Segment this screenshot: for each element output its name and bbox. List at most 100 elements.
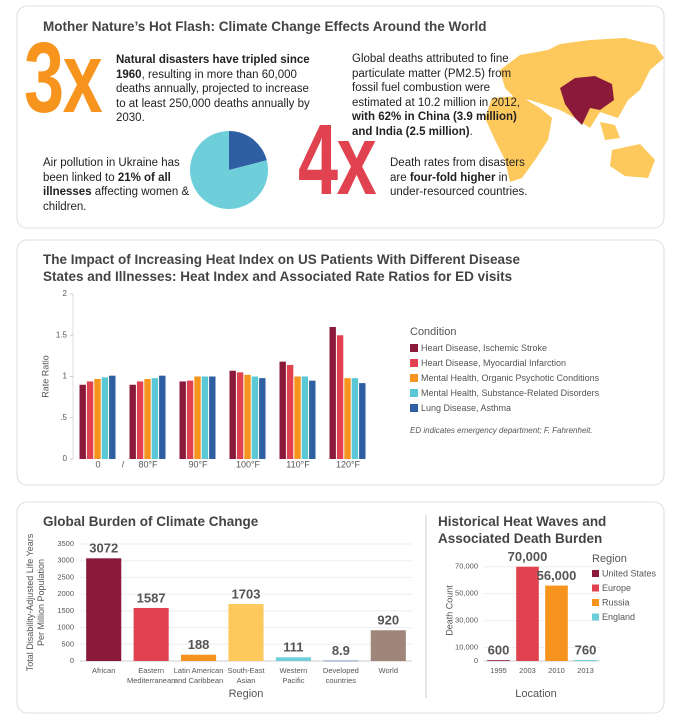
x-tick-label: 80°F — [138, 459, 158, 469]
data-label: 8.9 — [332, 643, 350, 658]
y-tick-label: 2 — [63, 289, 68, 298]
x-tick-label: Asian — [237, 676, 256, 685]
bar — [79, 384, 86, 459]
stat-text: Air pollution in Ukraine has been linked… — [43, 156, 208, 214]
bar — [144, 378, 151, 459]
note: ED indicates emergency department; F, Fa… — [410, 426, 593, 435]
bar — [109, 375, 116, 459]
y-tick-label: 3000 — [57, 556, 74, 565]
data-label: 111 — [283, 640, 303, 655]
stat-text: Death rates from disasters are four-fold… — [390, 156, 540, 200]
bar — [251, 376, 259, 459]
legend-swatch — [592, 599, 599, 606]
x-tick-label: Mediterranean — [127, 676, 175, 685]
bar — [275, 657, 311, 661]
x-tick-label: Developed — [323, 666, 359, 675]
x-tick-label: 1995 — [490, 666, 507, 675]
bar — [94, 378, 101, 459]
y-axis-label: Rate Ratio — [40, 355, 50, 398]
data-label: 3072 — [89, 541, 118, 556]
text-run: . — [469, 125, 473, 138]
data-label: 920 — [377, 613, 399, 628]
text-run: Natural disasters have tripled since 196… — [116, 54, 310, 81]
data-label: 56,000 — [537, 568, 577, 583]
legend-swatch — [592, 570, 599, 577]
big-number: 4x — [298, 104, 377, 216]
x-tick-label: Eastern — [138, 666, 164, 675]
stat-text: Global deaths attributed to fine particu… — [352, 52, 530, 139]
legend-swatch — [410, 389, 418, 397]
text-run: with 62% in China (3.9 million) and Indi… — [352, 111, 517, 138]
x-tick-label: 110°F — [286, 459, 310, 469]
data-label: 188 — [188, 637, 210, 652]
x-tick-label: Latin American — [174, 666, 224, 675]
y-tick-label: 2000 — [57, 589, 74, 598]
map-australia — [610, 144, 655, 178]
x-tick-label: and Caribbean — [174, 676, 223, 685]
x-tick-label: South-East — [227, 666, 265, 675]
bar — [186, 380, 194, 459]
y-tick-label: 0 — [70, 656, 74, 665]
y-tick-label: .5 — [60, 413, 67, 422]
legend-swatch — [410, 359, 418, 367]
legend-title: Condition — [410, 326, 456, 338]
bar — [344, 378, 351, 459]
x-tick-label: 90°F — [188, 459, 208, 469]
bar — [194, 376, 201, 459]
y-axis-label: Death Count — [444, 585, 454, 636]
x-tick-label: African — [92, 666, 115, 675]
text-run: four-fold higher — [409, 171, 496, 184]
text-run: Air pollution in Ukraine has been linked… — [43, 157, 180, 184]
bar — [86, 381, 94, 459]
x-tick-label: 2003 — [519, 666, 536, 675]
y-tick-label: 2500 — [57, 572, 74, 581]
bar — [133, 607, 169, 661]
bar — [151, 378, 159, 459]
bar — [286, 364, 294, 459]
panel — [16, 5, 665, 229]
bar — [209, 376, 216, 459]
y-tick-label: 10,000 — [455, 643, 478, 652]
bar — [301, 376, 309, 459]
legend-label: Europe — [602, 583, 631, 593]
bar — [228, 604, 264, 661]
bar — [159, 375, 166, 459]
y-axis-label: Total Disability-Adjusted Life Years — [25, 533, 35, 671]
map-africa — [485, 96, 552, 182]
y-axis-label: Per Million Population — [36, 559, 46, 646]
legend-label: England — [602, 612, 635, 622]
bar — [336, 335, 344, 459]
axis-break: / — [122, 459, 125, 469]
bar — [359, 383, 366, 459]
pie-slice — [190, 131, 268, 209]
legend-label: Russia — [602, 597, 630, 607]
pie-slice — [229, 131, 267, 170]
y-tick-label: 1000 — [57, 623, 74, 632]
y-tick-label: 3500 — [57, 539, 74, 548]
legend-swatch — [410, 374, 418, 382]
data-label: 1703 — [232, 587, 261, 602]
text-run: Global deaths attributed to fine particu… — [352, 53, 521, 109]
y-tick-label: 1.5 — [56, 330, 68, 339]
bar — [136, 381, 144, 459]
y-tick-label: 70,000 — [455, 562, 478, 571]
text-run: 21% of all illnesses — [43, 171, 171, 199]
y-tick-label: 30,000 — [455, 616, 478, 625]
map-china-india — [560, 76, 614, 125]
text-run: in under-resourced countries. — [390, 171, 528, 199]
bar — [86, 558, 122, 661]
bar — [574, 659, 597, 661]
text-run: , resulting in more than 60,000 deaths a… — [116, 68, 310, 125]
legend-label: Heart Disease, Ischemic Stroke — [421, 343, 547, 353]
map-islands — [600, 122, 620, 140]
x-tick-label: 0 — [95, 459, 100, 469]
legend-swatch — [410, 344, 418, 352]
x-tick-label: Pacific — [282, 676, 304, 685]
x-axis-label: Location — [515, 688, 557, 700]
y-tick-label: 0 — [474, 656, 478, 665]
legend-label: United States — [602, 568, 657, 578]
legend-label: Heart Disease, Myocardial Infarction — [421, 358, 566, 368]
bar — [181, 654, 217, 661]
